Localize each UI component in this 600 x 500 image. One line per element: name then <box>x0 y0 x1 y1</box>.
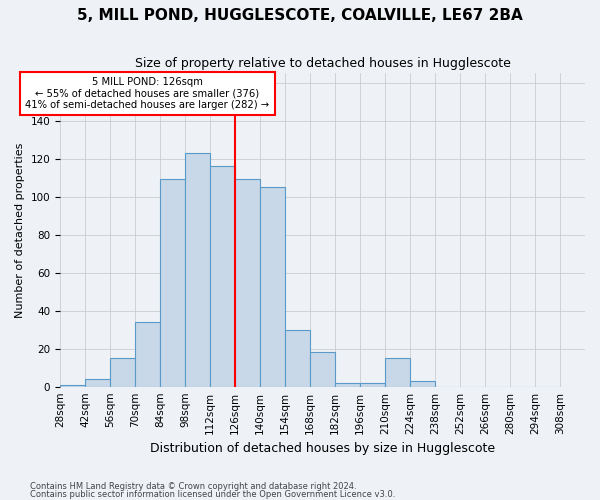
Bar <box>235 180 260 386</box>
Bar <box>385 358 410 386</box>
Bar <box>285 330 310 386</box>
Bar <box>210 166 235 386</box>
X-axis label: Distribution of detached houses by size in Hugglescote: Distribution of detached houses by size … <box>150 442 495 455</box>
Bar <box>85 379 110 386</box>
Bar <box>135 322 160 386</box>
Bar <box>360 383 385 386</box>
Bar <box>160 180 185 386</box>
Bar <box>260 187 285 386</box>
Bar <box>110 358 135 386</box>
Bar <box>60 385 85 386</box>
Bar <box>310 352 335 386</box>
Text: Contains HM Land Registry data © Crown copyright and database right 2024.: Contains HM Land Registry data © Crown c… <box>30 482 356 491</box>
Text: Contains public sector information licensed under the Open Government Licence v3: Contains public sector information licen… <box>30 490 395 499</box>
Text: 5, MILL POND, HUGGLESCOTE, COALVILLE, LE67 2BA: 5, MILL POND, HUGGLESCOTE, COALVILLE, LE… <box>77 8 523 22</box>
Text: 5 MILL POND: 126sqm
← 55% of detached houses are smaller (376)
41% of semi-detac: 5 MILL POND: 126sqm ← 55% of detached ho… <box>25 77 269 110</box>
Bar <box>185 153 210 386</box>
Title: Size of property relative to detached houses in Hugglescote: Size of property relative to detached ho… <box>134 58 511 70</box>
Y-axis label: Number of detached properties: Number of detached properties <box>15 142 25 318</box>
Bar <box>335 383 360 386</box>
Bar <box>410 381 435 386</box>
